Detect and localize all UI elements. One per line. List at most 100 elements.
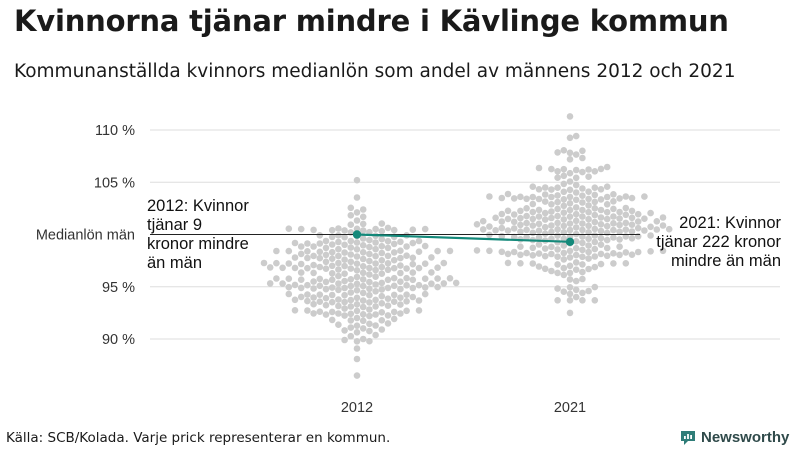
kommun-dot (591, 191, 599, 199)
kommun-dot (554, 205, 561, 213)
kommun-dot (560, 271, 568, 279)
kommun-dot (378, 292, 386, 300)
kommun-dot (347, 289, 355, 296)
x-tick-label: 2012 (341, 400, 373, 416)
kommun-dot (579, 192, 586, 199)
kommun-dot (628, 214, 636, 222)
kommun-dot (341, 227, 348, 234)
kommun-dot (291, 307, 299, 314)
kommun-dot (510, 195, 518, 202)
kommun-dot (610, 260, 617, 267)
kommun-dot (628, 207, 636, 215)
kommun-dot (572, 196, 580, 204)
kommun-dot (597, 241, 605, 248)
kommun-dot (316, 254, 324, 262)
kommun-dot (347, 276, 355, 283)
kommun-dot (390, 256, 398, 264)
kommun-dot (378, 242, 386, 250)
highlight-series (352, 230, 575, 247)
kommun-dot (341, 336, 348, 344)
kommun-dot (554, 226, 561, 233)
kommun-dot (310, 310, 317, 317)
kommun-dot (353, 176, 361, 184)
kommun-dot (541, 216, 549, 223)
kommun-dot (372, 225, 379, 233)
kommun-dot (572, 132, 580, 140)
kommun-dot (390, 282, 398, 290)
kommun-dot (560, 229, 568, 236)
kommun-dot (434, 247, 441, 255)
kommun-dot (347, 332, 355, 340)
kommun-dot (541, 191, 549, 198)
chart-title: Kvinnorna tjänar mindre i Kävlinge kommu… (14, 4, 729, 38)
kommun-dot (359, 249, 367, 256)
kommun-dot (366, 327, 373, 335)
kommun-dot (566, 276, 574, 283)
kommun-dot (566, 134, 574, 142)
kommun-dot (591, 218, 599, 226)
kommun-dot (498, 210, 506, 218)
kommun-dot (421, 225, 429, 233)
kommun-dot (560, 216, 568, 223)
kommun-dot (591, 253, 599, 260)
kommun-dot (347, 324, 355, 331)
kommun-dot (653, 226, 661, 233)
kommun-dot (634, 224, 642, 232)
kommun-dot (397, 294, 404, 302)
kommun-dot (347, 204, 355, 212)
kommun-dot (328, 284, 336, 291)
kommun-dot (566, 193, 574, 201)
kommun-dot (529, 215, 537, 223)
kommun-dot (335, 321, 342, 329)
kommun-dot (486, 247, 493, 255)
kommun-dot (541, 198, 549, 205)
kommun-dot (653, 218, 661, 225)
kommun-dot (285, 290, 293, 298)
kommun-dot (566, 269, 574, 277)
kommun-dot (641, 215, 648, 222)
kommun-dot (634, 218, 642, 225)
annotation-2021-line: mindre än män (670, 252, 781, 270)
kommun-dot (428, 280, 435, 288)
kommun-dot (585, 215, 592, 223)
kommun-dot (541, 245, 549, 252)
brand-logo[interactable]: Newsworthy (679, 428, 789, 446)
kommun-dot (335, 296, 342, 303)
kommun-dot (415, 281, 423, 289)
kommun-dot (610, 198, 617, 205)
kommun-dot (304, 307, 311, 314)
kommun-dot (372, 296, 379, 304)
kommun-dot (554, 232, 561, 239)
x-tick-label: 2021 (554, 400, 586, 416)
kommun-dot (378, 300, 386, 307)
kommun-dot (403, 252, 410, 259)
kommun-dot (353, 260, 361, 268)
kommun-dot (328, 316, 336, 324)
kommun-dot (517, 243, 524, 250)
kommun-dot (359, 311, 367, 318)
kommun-dot (541, 223, 549, 231)
kommun-dot (378, 309, 386, 316)
kommun-dot (554, 253, 561, 260)
kommun-dot (353, 287, 361, 294)
kommun-dot (390, 298, 398, 306)
kommun-dot (415, 307, 423, 314)
kommun-dot (335, 302, 342, 310)
kommun-dot (397, 247, 404, 254)
kommun-dot (366, 337, 373, 345)
kommun-dot (554, 212, 561, 220)
kommun-dot (579, 213, 586, 220)
grid-lines (150, 129, 780, 340)
kommun-dot (548, 201, 555, 208)
kommun-dot (279, 264, 286, 272)
kommun-dot (560, 196, 568, 203)
kommun-dot (628, 194, 636, 202)
kommun-dot (579, 297, 586, 304)
kommun-dot (585, 229, 592, 236)
kommun-dot (316, 298, 324, 306)
highlight-line (356, 233, 571, 243)
kommun-dot (353, 209, 361, 216)
kommun-dot (523, 205, 530, 212)
kommun-dot (572, 238, 580, 245)
kommun-dot (560, 256, 568, 263)
